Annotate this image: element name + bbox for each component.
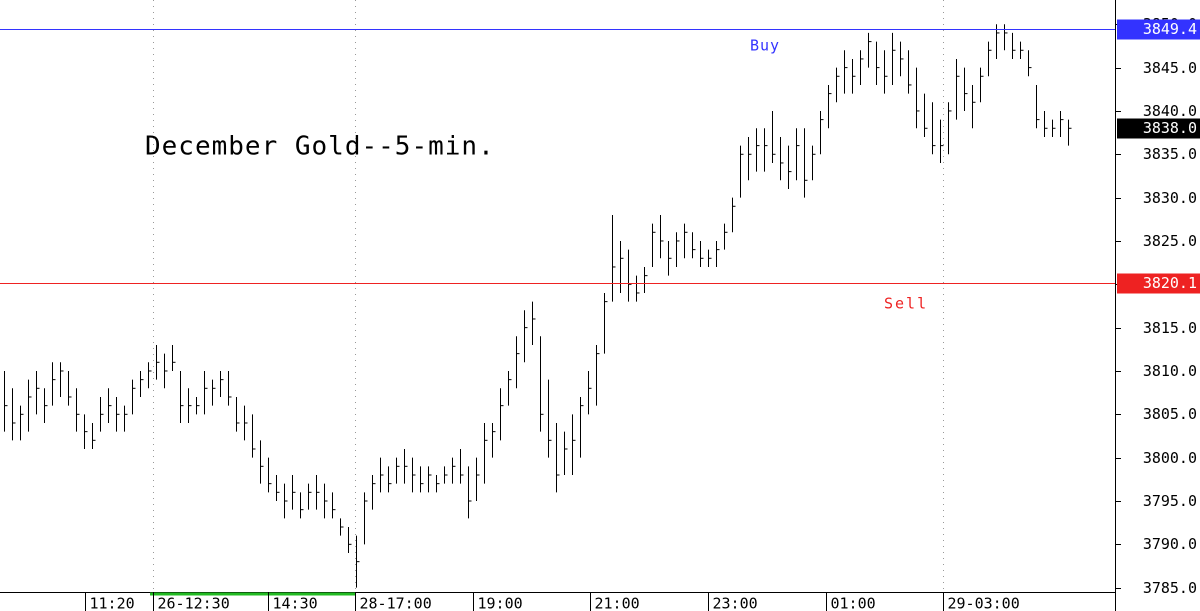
- y-tick-label: 3835.0: [1143, 145, 1197, 163]
- y-tick-label: 3810.0: [1143, 362, 1197, 380]
- level-value: 3820.1: [1143, 274, 1197, 292]
- sell-label: Sell: [884, 295, 928, 313]
- x-tick-label: 21:00: [595, 595, 640, 611]
- x-tick-label: 01:00: [831, 595, 876, 611]
- y-tick-label: 3790.0: [1143, 535, 1197, 553]
- buy-label: Buy: [750, 37, 780, 55]
- y-tick-label: 3840.0: [1143, 102, 1197, 120]
- y-tick-label: 3825.0: [1143, 232, 1197, 250]
- y-tick-label: 3785.0: [1143, 579, 1197, 597]
- x-tick-label: 11:20: [90, 595, 135, 611]
- level-value: 3849.4: [1143, 20, 1197, 38]
- x-tick-label: 28-17:00: [360, 595, 432, 611]
- y-tick-label: 3805.0: [1143, 405, 1197, 423]
- y-tick-label: 3830.0: [1143, 189, 1197, 207]
- x-tick-label: 19:00: [478, 595, 523, 611]
- level-badge: [1117, 273, 1200, 294]
- level-badge: [1117, 19, 1200, 40]
- last-price-label: 3838.0: [1143, 119, 1197, 137]
- y-tick-label: 3815.0: [1143, 319, 1197, 337]
- y-tick-label: 3800.0: [1143, 449, 1197, 467]
- x-tick-label: 29-03:00: [948, 595, 1020, 611]
- x-tick-label: 14:30: [273, 595, 318, 611]
- chart-title: December Gold--5-min.: [145, 132, 495, 162]
- y-tick-label: 3845.0: [1143, 59, 1197, 77]
- y-tick-label: 3795.0: [1143, 492, 1197, 510]
- x-tick-label: 26-12:30: [158, 595, 230, 611]
- last-price-badge: [1117, 118, 1200, 139]
- x-tick-label: 23:00: [713, 595, 758, 611]
